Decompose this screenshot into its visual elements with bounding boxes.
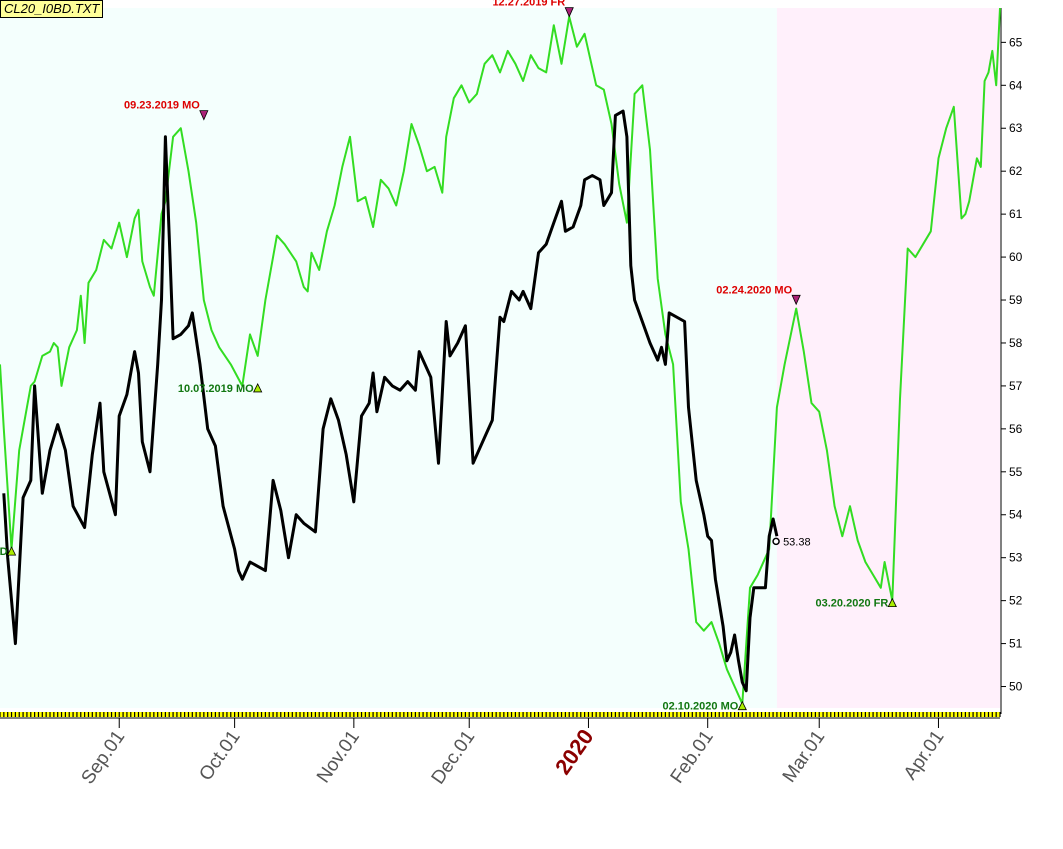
y-tick-label: 57 [1009, 379, 1023, 393]
bottom-annotation-label: 03.20.2020 FR [816, 598, 889, 610]
y-tick-label: 56 [1009, 422, 1023, 436]
x-tick-label: Apr.01 [900, 727, 949, 784]
y-tick-label: 59 [1009, 293, 1023, 307]
x-axis-labels: Sep.01 Oct.01 Nov.01 Dec.01 2020 Feb.01 Mar.01… [78, 718, 949, 788]
y-tick-label: 62 [1009, 164, 1023, 178]
y-tick-label: 60 [1009, 250, 1023, 264]
bottom-marker-icon [6, 546, 17, 556]
plot-background-forecast [776, 8, 1000, 708]
x-tick-label: Oct.01 [195, 727, 244, 785]
forecast-series [0, 7, 1001, 705]
forecast-line [0, 7, 1001, 705]
top-marker-icon [199, 110, 209, 121]
bottom-marker-icon [253, 383, 263, 393]
y-tick-label: 63 [1009, 121, 1023, 135]
last-price-dot [772, 537, 780, 546]
top-annotation-label: 09.23.2019 MO [124, 100, 200, 112]
y-tick-label: 50 [1009, 680, 1023, 694]
file-label: CL20_I0BD.TXT [0, 0, 104, 18]
top-marker-icon [791, 294, 801, 306]
x-tick-label: Dec.01 [428, 727, 480, 788]
y-tick-label: 58 [1009, 336, 1023, 350]
x-tick-label: Mar.01 [779, 727, 830, 787]
bottom-marker-icon [887, 597, 897, 608]
bottom-marker-icon [737, 700, 747, 711]
top-annotation-label: 02.24.2020 MO [716, 284, 792, 296]
top-marker-icon [564, 7, 574, 18]
price-line [2, 109, 779, 693]
y-tick-label: 51 [1009, 637, 1023, 651]
bottom-annotation-label: 10.07.2019 MO [178, 383, 254, 395]
plot-background-history [0, 8, 777, 708]
turning-point-annotations: 09.23.2019 MO 10.07.2019 MO 12.27.2019 FR 0… [0, 0, 897, 713]
y-tick-label: 64 [1009, 78, 1023, 92]
date-ruler [0, 712, 1001, 719]
last-price-marker: 53.38 [772, 536, 811, 548]
top-annotation-label: 12.27.2019 FR [492, 0, 565, 9]
x-tick-label: Nov.01 [313, 727, 364, 787]
bottom-annotation-label: 02.10.2020 MO [662, 701, 738, 713]
y-tick-label: 61 [1009, 207, 1023, 221]
y-tick-label: 53 [1009, 551, 1023, 565]
y-tick-label: 65 [1009, 35, 1023, 49]
x-tick-label: Feb.01 [667, 727, 718, 788]
x-tick-label: Sep.01 [78, 727, 130, 788]
y-tick-label: 55 [1009, 465, 1023, 479]
y-axis: 50 51 52 53 54 55 56 57 58 59 60 61 62 63 64 65 [1000, 8, 1023, 714]
bottom-annotation-label: WD [0, 546, 8, 558]
y-tick-label: 54 [1009, 508, 1023, 522]
y-tick-label: 52 [1009, 594, 1023, 608]
last-price-label: 53.38 [783, 536, 811, 548]
price-series [2, 109, 779, 693]
x-tick-label-year: 2020 [550, 725, 599, 779]
